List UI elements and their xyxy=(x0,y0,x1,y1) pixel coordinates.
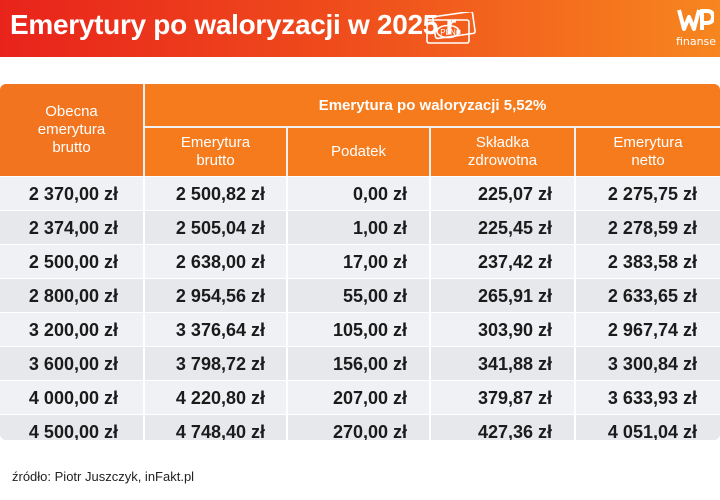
cell-valorized-gross: 3 376,64 zł xyxy=(175,320,265,340)
cell-valorized-gross: 3 798,72 zł xyxy=(175,354,265,374)
cell-health-contribution: 379,87 zł xyxy=(477,388,552,408)
column-divider xyxy=(429,313,431,346)
cell-tax: 17,00 zł xyxy=(342,252,407,272)
table-row: 2 370,00 zł 2 500,82 zł 0,00 zł 225,07 zł 2 … xyxy=(0,176,720,210)
column-divider xyxy=(429,415,431,440)
column-header-gross: Emerytura brutto xyxy=(145,128,286,176)
column-divider xyxy=(574,211,576,244)
column-divider xyxy=(574,177,576,210)
cell-current-gross: 2 500,00 zł xyxy=(28,252,118,272)
cell-health-contribution: 225,45 zł xyxy=(477,218,552,238)
column-divider xyxy=(143,313,145,346)
column-divider xyxy=(286,347,288,380)
column-divider xyxy=(286,245,288,278)
table-row: 3 600,00 zł 3 798,72 zł 156,00 zł 341,88 zł… xyxy=(0,346,720,380)
column-header-current-pension: Obecna emerytura brutto xyxy=(0,84,143,176)
table-row: 3 200,00 zł 3 376,64 zł 105,00 zł 303,90 zł… xyxy=(0,312,720,346)
cell-current-gross: 2 800,00 zł xyxy=(28,286,118,306)
column-divider xyxy=(286,313,288,346)
cell-health-contribution: 225,07 zł xyxy=(477,184,552,204)
banknote-label: PLN xyxy=(440,28,456,37)
cell-valorized-gross: 2 954,56 zł xyxy=(175,286,265,306)
cell-valorized-gross: 4 220,80 zł xyxy=(175,388,265,408)
cell-health-contribution: 303,90 zł xyxy=(477,320,552,340)
cell-net: 2 275,75 zł xyxy=(607,184,697,204)
column-divider xyxy=(429,347,431,380)
column-divider xyxy=(286,381,288,414)
table-body: 2 370,00 zł 2 500,82 zł 0,00 zł 225,07 zł 2 … xyxy=(0,176,720,440)
pension-table: Obecna emerytura brutto Emerytura po wal… xyxy=(0,84,720,440)
column-divider xyxy=(286,279,288,312)
cell-current-gross: 2 370,00 zł xyxy=(28,184,118,204)
cell-valorized-gross: 2 505,04 zł xyxy=(175,218,265,238)
source-note: źródło: Piotr Juszczyk, inFakt.pl xyxy=(12,469,195,484)
cell-net: 2 633,65 zł xyxy=(607,286,697,306)
cell-net: 3 300,84 zł xyxy=(607,354,697,374)
column-divider xyxy=(429,177,431,210)
cell-health-contribution: 341,88 zł xyxy=(477,354,552,374)
column-group-header: Emerytura po waloryzacji 5,52% xyxy=(145,84,720,126)
cell-valorized-gross: 4 748,40 zł xyxy=(175,422,265,440)
column-divider xyxy=(143,177,145,210)
table-row: 2 374,00 zł 2 505,04 zł 1,00 zł 225,45 zł 2 … xyxy=(0,210,720,244)
column-divider xyxy=(429,381,431,414)
column-divider xyxy=(143,415,145,440)
cell-net: 2 278,59 zł xyxy=(607,218,697,238)
column-divider xyxy=(143,211,145,244)
cell-health-contribution: 237,42 zł xyxy=(477,252,552,272)
table-row: 4 000,00 zł 4 220,80 zł 207,00 zł 379,87 zł… xyxy=(0,380,720,414)
column-divider xyxy=(429,279,431,312)
cell-tax: 105,00 zł xyxy=(332,320,407,340)
column-divider xyxy=(429,245,431,278)
cell-valorized-gross: 2 638,00 zł xyxy=(175,252,265,272)
column-divider xyxy=(143,381,145,414)
column-divider xyxy=(286,177,288,210)
title-banner: Emerytury po waloryzacji w 2025 r. PLN f… xyxy=(0,0,720,57)
column-divider xyxy=(574,245,576,278)
column-divider xyxy=(286,415,288,440)
column-divider xyxy=(574,381,576,414)
table-row: 4 500,00 zł 4 748,40 zł 270,00 zł 427,36 zł… xyxy=(0,414,720,440)
cell-health-contribution: 427,36 zł xyxy=(477,422,552,440)
column-header-net: Emerytura netto xyxy=(576,128,720,176)
cell-tax: 270,00 zł xyxy=(332,422,407,440)
cell-tax: 55,00 zł xyxy=(342,286,407,306)
table-row: 2 500,00 zł 2 638,00 zł 17,00 zł 237,42 zł 2… xyxy=(0,244,720,278)
cell-valorized-gross: 2 500,82 zł xyxy=(175,184,265,204)
cell-current-gross: 3 600,00 zł xyxy=(28,354,118,374)
column-divider xyxy=(574,313,576,346)
logo-label: finanse xyxy=(675,35,717,48)
cell-current-gross: 4 500,00 zł xyxy=(28,422,118,440)
column-header-health: Składka zdrowotna xyxy=(431,128,574,176)
banknote-icon: PLN xyxy=(426,12,476,44)
cell-tax: 156,00 zł xyxy=(332,354,407,374)
column-divider xyxy=(143,279,145,312)
page-title: Emerytury po waloryzacji w 2025 r. xyxy=(10,9,463,40)
column-header-tax: Podatek xyxy=(288,128,429,176)
column-divider xyxy=(574,415,576,440)
cell-tax: 1,00 zł xyxy=(352,218,407,238)
column-divider xyxy=(574,347,576,380)
column-divider xyxy=(574,279,576,312)
cell-net: 4 051,04 zł xyxy=(607,422,697,440)
cell-net: 2 967,74 zł xyxy=(607,320,697,340)
cell-tax: 0,00 zł xyxy=(352,184,407,204)
wp-finanse-logo: finanse xyxy=(672,7,720,51)
cell-net: 3 633,93 zł xyxy=(607,388,697,408)
table-row: 2 800,00 zł 2 954,56 zł 55,00 zł 265,91 zł 2… xyxy=(0,278,720,312)
wp-logo-icon xyxy=(677,9,714,31)
cell-current-gross: 3 200,00 zł xyxy=(28,320,118,340)
cell-current-gross: 4 000,00 zł xyxy=(28,388,118,408)
cell-tax: 207,00 zł xyxy=(332,388,407,408)
column-divider xyxy=(286,211,288,244)
cell-current-gross: 2 374,00 zł xyxy=(28,218,118,238)
column-divider xyxy=(429,211,431,244)
column-divider xyxy=(143,347,145,380)
cell-net: 2 383,58 zł xyxy=(607,252,697,272)
column-divider xyxy=(143,245,145,278)
cell-health-contribution: 265,91 zł xyxy=(477,286,552,306)
